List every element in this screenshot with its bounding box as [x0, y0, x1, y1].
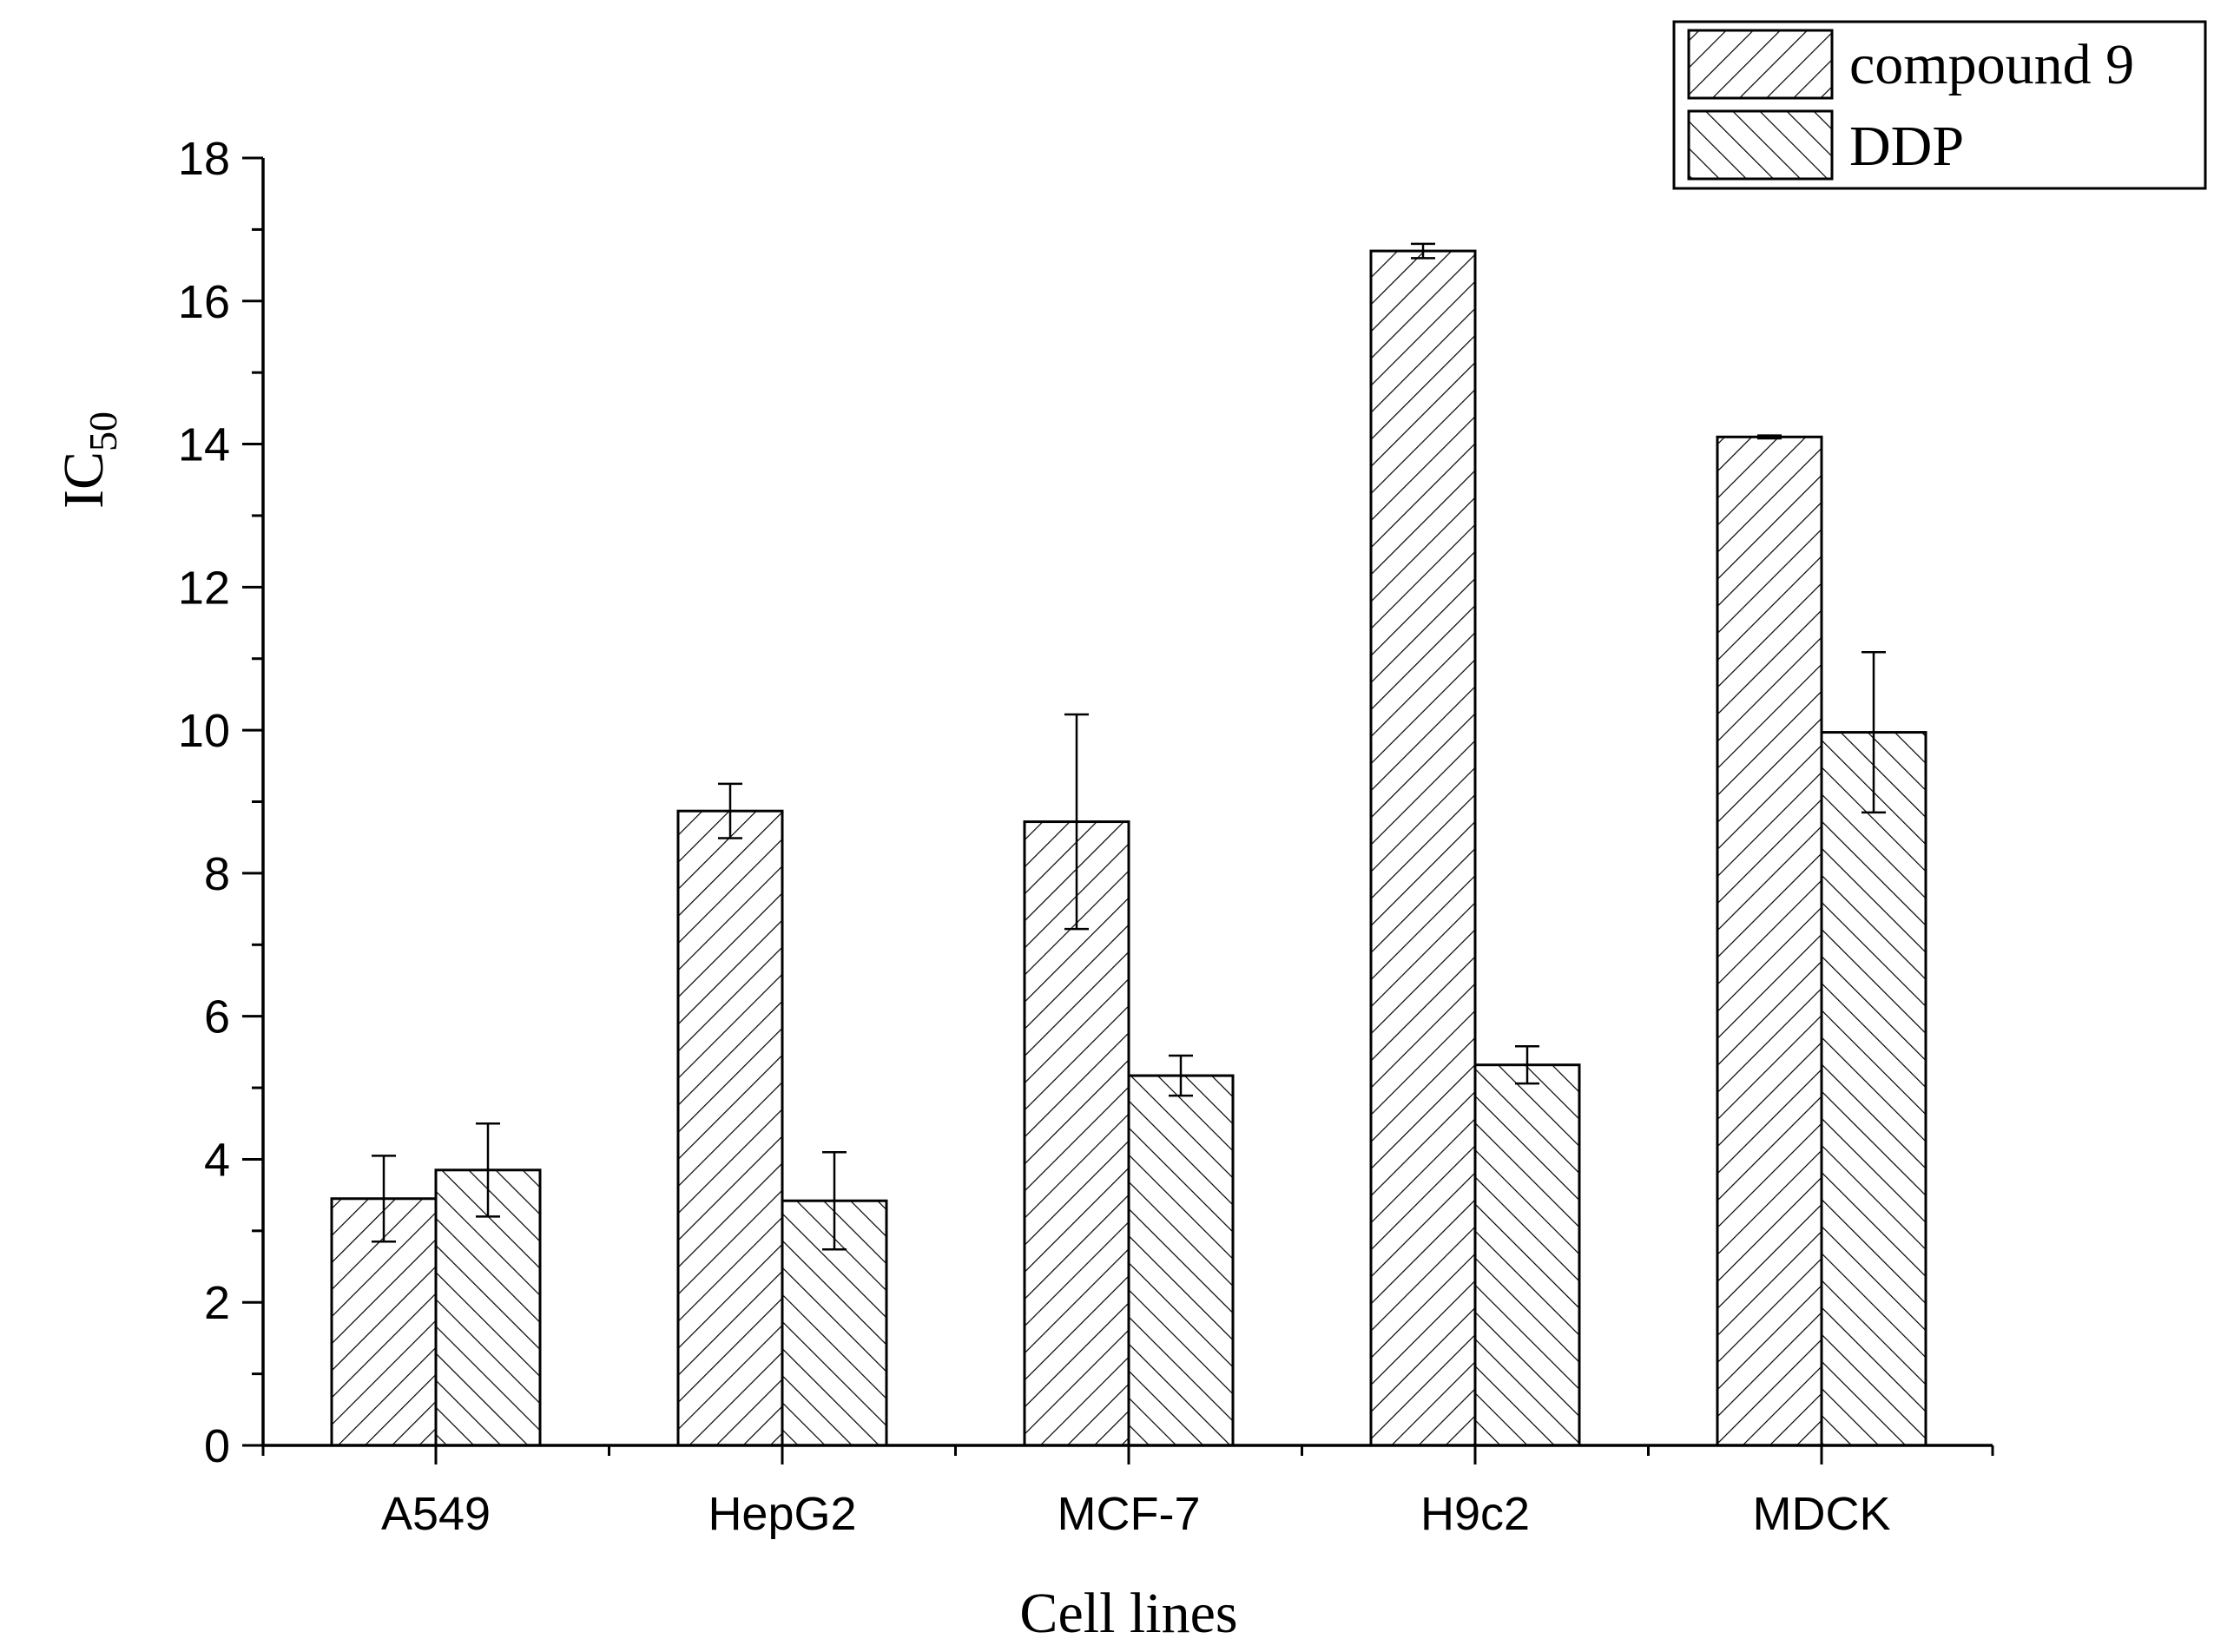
legend-swatch-compound-9 [1687, 29, 1834, 100]
y-axis-title: IC50 [52, 411, 125, 509]
x-tick-label: MDCK [1753, 1488, 1891, 1540]
y-tick-label: 4 [204, 1134, 230, 1186]
legend-label-ddp: DDP [1849, 115, 1964, 178]
x-tick-label: A549 [381, 1488, 491, 1540]
y-tick-label: 10 [178, 705, 230, 757]
bars [330, 249, 1927, 1447]
y-tick-label: 16 [178, 276, 230, 328]
legend-label-compound-9: compound 9 [1849, 33, 2134, 96]
error-bar-compound-9-mdck [1757, 434, 1782, 440]
y-axis-title-subscript: 50 [81, 411, 125, 451]
legend: compound 9 DDP [1672, 20, 2207, 190]
x-axis-title: Cell lines [1019, 1582, 1237, 1645]
y-tick-label: 6 [204, 991, 230, 1043]
y-tick-label: 12 [178, 562, 230, 614]
y-tick-label: 8 [204, 848, 230, 900]
bar-ddp-mdck [1820, 731, 1927, 1447]
x-axis-ticks: A549 HepG2 MCF-7 H9c2 MDCK [261, 1445, 1994, 1540]
error-bar-ddp-hepg2 [822, 1150, 847, 1251]
legend-swatch-ddp [1687, 109, 1834, 181]
x-tick-label: MCF-7 [1058, 1488, 1201, 1540]
bar-compound-9-hepg2 [676, 809, 784, 1447]
x-tick-label: H9c2 [1420, 1488, 1530, 1540]
bar-ddp-mcf-7 [1127, 1074, 1235, 1447]
y-tick-label: 2 [204, 1277, 230, 1329]
error-bar-compound-9-a549 [372, 1155, 396, 1243]
y-axis-title-main: IC [52, 451, 115, 509]
bar-ddp-h9c2 [1473, 1063, 1581, 1447]
bar-compound-9-h9c2 [1369, 249, 1477, 1447]
y-axis-ticks: 0 2 4 6 8 10 12 14 16 18 [178, 133, 263, 1472]
bar-compound-9-mdck [1716, 435, 1823, 1447]
error-bar-ddp-a549 [476, 1122, 500, 1218]
error-bars [372, 242, 1886, 1251]
y-tick-label: 14 [178, 419, 230, 471]
error-bar-ddp-mcf-7 [1169, 1054, 1193, 1097]
error-bar-compound-9-mcf-7 [1064, 713, 1089, 931]
error-bar-compound-9-hepg2 [718, 782, 742, 839]
error-bar-ddp-mdck [1861, 651, 1886, 814]
error-bar-ddp-h9c2 [1515, 1045, 1539, 1085]
y-tick-label: 18 [178, 133, 230, 185]
error-bar-compound-9-h9c2 [1411, 242, 1435, 260]
svg-text:IC50: IC50 [52, 411, 125, 509]
x-tick-label: HepG2 [708, 1488, 856, 1540]
y-tick-label: 0 [204, 1420, 230, 1472]
